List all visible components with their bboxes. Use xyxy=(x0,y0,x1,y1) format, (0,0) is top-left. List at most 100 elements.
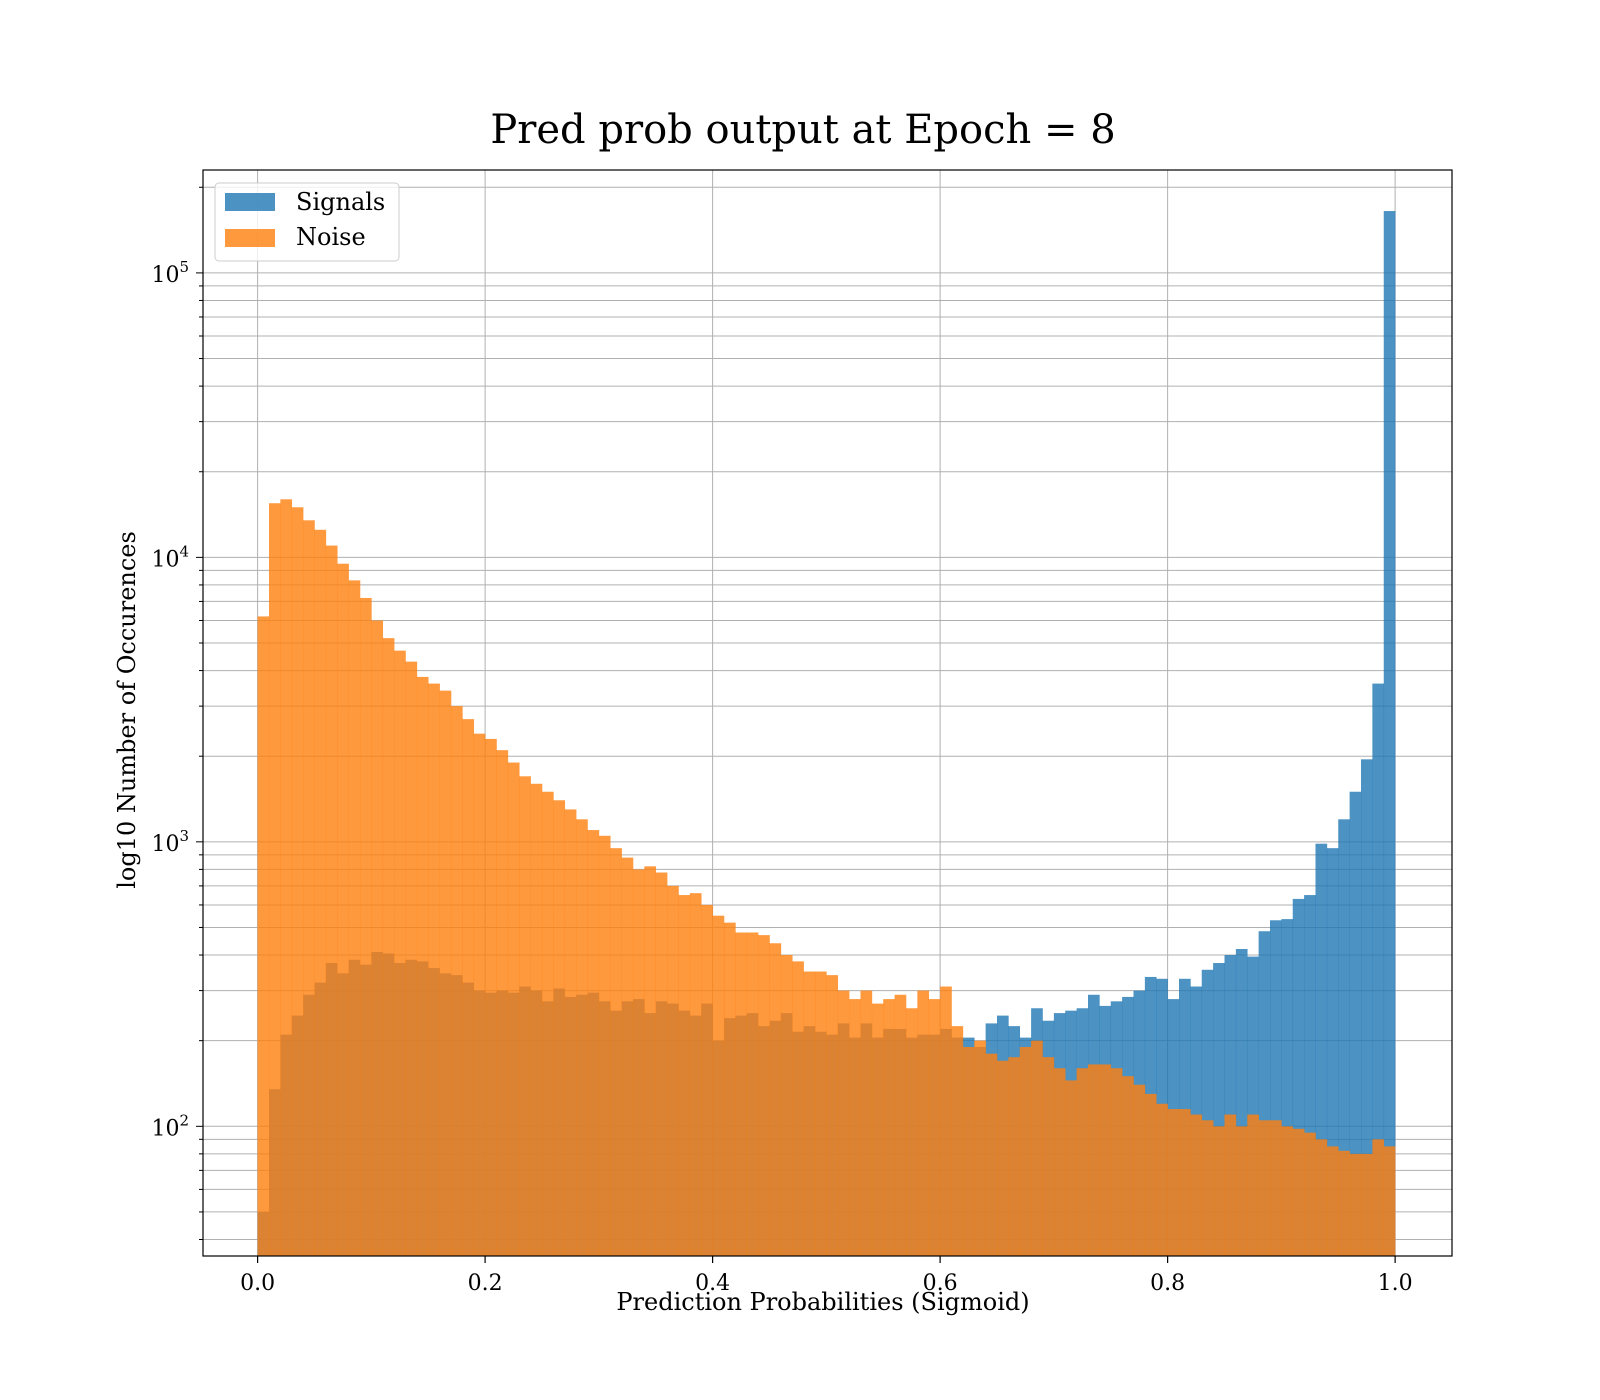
histogram-bar-noise xyxy=(541,791,554,1256)
histogram-bar-noise xyxy=(348,580,361,1256)
histogram-bar-signals xyxy=(1235,949,1248,1256)
histogram-bar-noise xyxy=(1122,1076,1134,1256)
histogram-bar-signals xyxy=(1281,919,1294,1256)
histogram-bar-noise xyxy=(723,922,736,1256)
histogram-bar-noise xyxy=(1247,1114,1259,1256)
histogram-bar-noise xyxy=(1304,1132,1316,1256)
y-tick-exponent: 4 xyxy=(179,542,189,560)
histogram-bar-signals xyxy=(1247,956,1259,1256)
histogram-bar-noise xyxy=(1178,1109,1191,1256)
y-tick-exponent: 2 xyxy=(179,1111,189,1129)
histogram-bar-noise xyxy=(314,529,327,1256)
histogram-bar-noise xyxy=(1213,1126,1225,1256)
histogram-bar-noise xyxy=(667,885,679,1256)
x-tick-label: 1.0 xyxy=(1378,1271,1413,1296)
chart-title: Pred prob output at Epoch = 8 xyxy=(490,107,1115,153)
histogram-bar-noise xyxy=(1167,1109,1180,1256)
histogram-bar-noise xyxy=(621,857,634,1256)
histogram-bar-noise xyxy=(644,866,657,1256)
histogram-bar-signals xyxy=(1258,931,1271,1256)
histogram-bar-noise xyxy=(962,1047,975,1256)
histogram-bar-noise xyxy=(1156,1103,1168,1256)
histogram-bar-noise xyxy=(291,507,304,1256)
histogram-bar-noise xyxy=(496,750,509,1256)
y-tick-exponent: 5 xyxy=(179,258,189,276)
histogram-bar-noise xyxy=(1292,1128,1305,1256)
histogram-bar-noise xyxy=(553,800,566,1256)
histogram-bar-noise xyxy=(1383,1146,1396,1256)
histogram-bar-noise xyxy=(382,638,395,1256)
y-axis-label: log10 Number of Occurences xyxy=(113,531,141,889)
histogram-bar-noise xyxy=(678,895,691,1256)
histogram-bar-noise xyxy=(325,545,338,1256)
histogram-bar-signals xyxy=(1315,843,1328,1256)
histogram-bar-noise xyxy=(1110,1068,1123,1256)
histogram-bar-signals xyxy=(1224,955,1237,1256)
histogram-bar-signals xyxy=(1383,211,1396,1256)
histogram-bar-noise xyxy=(917,990,930,1256)
histogram-bar-noise xyxy=(257,616,270,1256)
y-tick-base: 10 xyxy=(151,263,179,288)
histogram-bar-noise xyxy=(1372,1139,1385,1256)
y-tick-base: 10 xyxy=(151,832,179,857)
y-tick-label: 102 xyxy=(151,1111,189,1141)
histogram-bar-noise xyxy=(951,1026,964,1256)
y-tick-base: 10 xyxy=(151,547,179,572)
histogram-bar-noise xyxy=(1269,1120,1282,1256)
histogram-bar-noise xyxy=(268,503,281,1256)
y-tick-label: 105 xyxy=(151,258,189,288)
histogram-bar-noise xyxy=(1201,1120,1214,1256)
histogram-bar-noise xyxy=(1224,1114,1237,1256)
histogram-bar-signals xyxy=(1326,848,1339,1256)
histogram-bar-noise xyxy=(507,762,520,1256)
histogram-bar-noise xyxy=(769,943,782,1256)
histogram-bar-signals xyxy=(1292,898,1305,1256)
x-tick-label: 0.8 xyxy=(1150,1271,1185,1296)
histogram-bar-noise xyxy=(1065,1080,1077,1256)
histogram-bar-noise xyxy=(1053,1068,1066,1256)
histogram-bar-noise xyxy=(860,990,873,1256)
histogram-bar-noise xyxy=(1087,1064,1100,1256)
histogram-bar-signals xyxy=(1269,920,1282,1256)
histogram-bar-signals xyxy=(1213,963,1225,1256)
histogram-bar-noise xyxy=(1235,1126,1248,1256)
y-tick-label: 104 xyxy=(151,542,189,572)
histogram-bar-noise xyxy=(610,848,622,1256)
histogram-bar-noise xyxy=(1360,1153,1373,1256)
histogram-bar-noise xyxy=(780,955,793,1256)
legend-label-signals: Signals xyxy=(296,188,385,216)
histogram-bar-noise xyxy=(439,690,452,1256)
histogram-bar-noise xyxy=(974,1040,986,1256)
histogram-bar-noise xyxy=(1031,1040,1043,1256)
histogram-bar-noise xyxy=(1099,1064,1112,1256)
histogram-bar-noise xyxy=(1349,1153,1362,1256)
histogram-bar-noise xyxy=(1144,1093,1157,1256)
histogram-bar-noise xyxy=(905,1008,918,1256)
legend: Signals Noise xyxy=(214,182,400,262)
y-tick-exponent: 3 xyxy=(179,827,189,845)
histogram-bar-noise xyxy=(985,1053,998,1256)
histogram-bar-noise xyxy=(826,975,839,1256)
x-tick-label: 0.2 xyxy=(468,1271,503,1296)
series-noise xyxy=(257,499,1396,1256)
histogram-bar-noise xyxy=(485,738,497,1256)
legend-swatch-signals xyxy=(225,193,275,211)
legend-label-noise: Noise xyxy=(296,223,366,251)
histogram-bar-noise xyxy=(1019,1047,1032,1256)
histogram-bar-noise xyxy=(689,893,702,1256)
histogram-bar-noise xyxy=(280,499,293,1256)
x-axis-label: Prediction Probabilities (Sigmoid) xyxy=(616,1288,1029,1316)
histogram-bar-noise xyxy=(576,819,588,1256)
plot-frame xyxy=(202,169,1453,1257)
histogram-bar-noise xyxy=(450,706,463,1256)
histogram-bar-noise xyxy=(871,1003,884,1256)
histogram-bar-noise xyxy=(1076,1068,1089,1256)
y-tick-label: 103 xyxy=(151,827,189,857)
histogram-bar-noise xyxy=(883,999,895,1256)
histogram-bar-noise xyxy=(1133,1084,1146,1256)
histogram-bar-signals xyxy=(1338,819,1350,1256)
histogram-bar-noise xyxy=(792,961,804,1256)
histogram-bar-noise xyxy=(758,935,770,1256)
